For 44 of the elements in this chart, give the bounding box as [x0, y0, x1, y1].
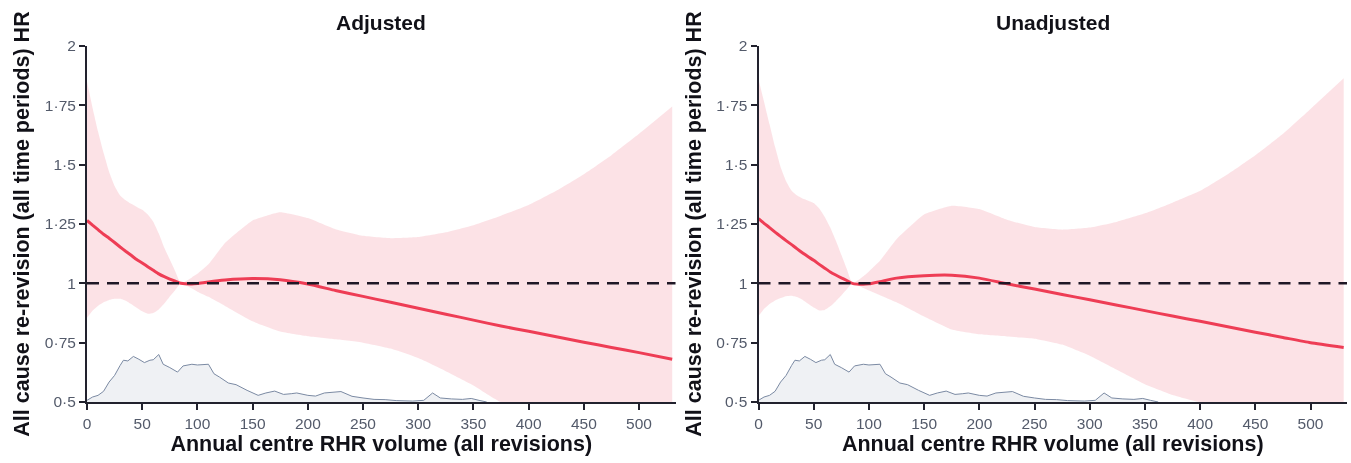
x-tick-label: 0: [754, 414, 764, 432]
x-tick-label: 0: [82, 414, 92, 432]
y-tick-label: 1·5: [53, 156, 76, 174]
x-tick-label: 150: [239, 414, 266, 432]
x-tick-label: 300: [405, 414, 432, 432]
x-tick-label: 300: [1076, 414, 1104, 432]
x-tick-label: 400: [1187, 414, 1214, 432]
y-tick-label: 1: [738, 274, 748, 292]
y-tick-label: 1·25: [716, 215, 748, 233]
x-tick-label: 100: [855, 414, 883, 432]
line-series: [758, 217, 1346, 349]
y-tick-label: 0·5: [53, 393, 76, 411]
chart-title: Adjusted: [336, 11, 426, 34]
x-tick-label: 50: [133, 414, 152, 432]
x-tick-label: 500: [626, 414, 653, 432]
x-tick-label: 250: [350, 414, 377, 432]
x-tick-label: 500: [1297, 414, 1324, 432]
line-series: [87, 218, 674, 361]
x-tick-label: 250: [1021, 414, 1048, 432]
y-tick-label: 1: [67, 274, 76, 292]
y-tick-label: 1·25: [44, 215, 76, 233]
y-tick-label: 0·75: [44, 334, 76, 352]
x-tick-label: 200: [966, 414, 993, 432]
x-tick-label: 450: [570, 414, 598, 432]
y-tick-label: 1·5: [724, 156, 748, 174]
x-axis-title: Annual centre RHR volume (all revisions): [170, 431, 593, 456]
x-tick-label: 50: [805, 414, 823, 432]
x-tick-label: 350: [1132, 414, 1159, 432]
x-tick-label: 200: [294, 414, 322, 432]
y-tick-label: 2: [738, 37, 748, 55]
y-tick-label: 1·75: [44, 96, 76, 114]
x-tick-label: 450: [1242, 414, 1269, 432]
x-tick-label: 150: [911, 414, 938, 432]
y-tick-label: 0·5: [724, 393, 748, 411]
y-tick-label: 1·75: [716, 96, 748, 114]
y-tick-label: 2: [67, 37, 76, 55]
y-axis-title: All cause re-revision (all time periods) HR: [681, 10, 706, 437]
chart-title: Unadjusted: [996, 11, 1111, 34]
x-tick-label: 100: [184, 414, 211, 432]
y-axis-title: All cause re-revision (all time periods) HR: [10, 10, 35, 437]
x-axis-title: Annual centre RHR volume (all revisions): [841, 431, 1264, 456]
y-tick-label: 0·75: [716, 334, 748, 352]
x-tick-label: 400: [515, 414, 542, 432]
x-tick-label: 350: [460, 414, 487, 432]
